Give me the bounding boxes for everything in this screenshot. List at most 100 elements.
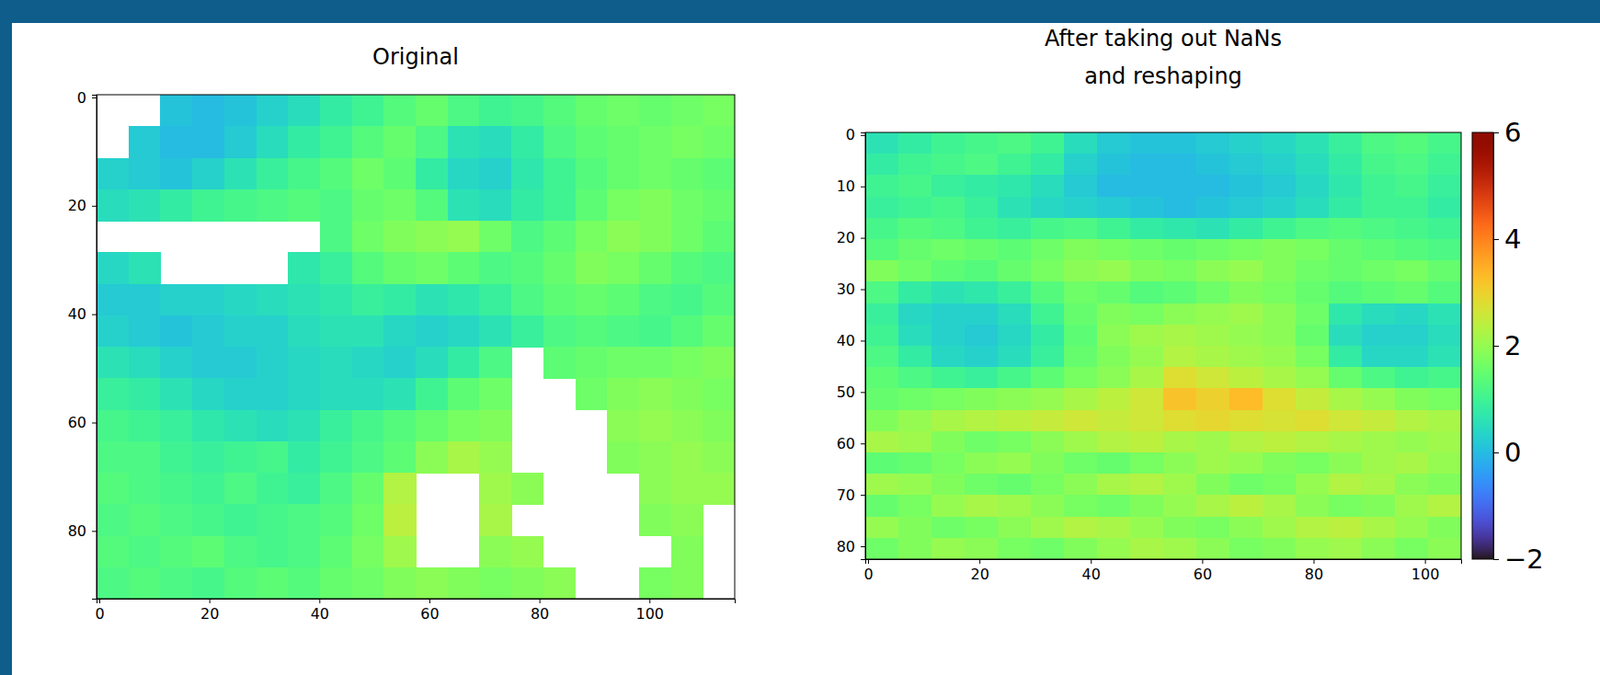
tick-mark — [91, 530, 97, 532]
cell — [1262, 324, 1297, 347]
cell — [931, 345, 966, 368]
cell — [160, 441, 193, 474]
cell — [1328, 217, 1363, 240]
cell — [1163, 303, 1198, 326]
cell — [702, 94, 735, 127]
cell — [1229, 239, 1264, 262]
cell — [128, 315, 161, 348]
cell — [1163, 366, 1198, 389]
cell — [898, 217, 933, 240]
cell — [997, 452, 1032, 475]
cell — [1428, 239, 1462, 262]
tick-label: 40 — [836, 331, 856, 350]
cell — [320, 284, 353, 317]
colorbar-axis: −20246 — [1493, 116, 1544, 575]
cell — [1361, 516, 1396, 539]
cell — [543, 567, 576, 599]
cell — [1030, 345, 1065, 368]
cell — [606, 125, 640, 159]
tick-label: 30 — [836, 280, 856, 298]
cell — [320, 441, 353, 474]
tick-mark — [91, 205, 97, 207]
cell — [1097, 239, 1132, 262]
cell — [639, 251, 672, 285]
cell — [1394, 366, 1429, 389]
cell — [192, 158, 225, 191]
cell — [256, 284, 289, 317]
cell — [224, 441, 257, 474]
cell — [671, 441, 704, 474]
cell — [931, 217, 966, 240]
cell — [1295, 473, 1330, 496]
cell — [383, 472, 416, 505]
cell — [160, 125, 193, 159]
plot-frame — [96, 94, 735, 599]
cell — [224, 567, 257, 599]
cell — [224, 284, 257, 317]
cell — [865, 410, 900, 433]
cell — [671, 158, 704, 191]
cell — [1328, 132, 1363, 155]
cell — [1097, 153, 1132, 176]
cell — [287, 251, 320, 285]
cell — [287, 94, 320, 127]
cell — [352, 125, 385, 159]
cell — [671, 346, 704, 379]
cell — [931, 410, 966, 433]
cell — [702, 315, 735, 348]
cell — [1130, 260, 1165, 283]
tick-label: 80 — [1304, 565, 1324, 583]
cell — [865, 345, 900, 368]
cell — [1163, 281, 1198, 304]
cell — [964, 324, 999, 347]
tick-mark — [1090, 559, 1092, 564]
cell — [1394, 345, 1429, 368]
cell — [1063, 281, 1098, 304]
cell — [606, 377, 640, 411]
cell — [96, 158, 129, 191]
cell — [1163, 537, 1198, 560]
cell — [543, 284, 576, 317]
cell — [1428, 516, 1462, 539]
cell — [1196, 494, 1231, 517]
cell — [224, 94, 257, 127]
cell — [320, 346, 353, 379]
cell — [1130, 516, 1165, 539]
cell — [1361, 388, 1396, 411]
cell — [1361, 174, 1396, 197]
tick: 0 — [77, 89, 97, 107]
cell — [1030, 388, 1065, 411]
cell — [1229, 452, 1264, 475]
cell — [1328, 516, 1363, 539]
cell — [865, 153, 900, 176]
cell — [511, 315, 544, 348]
cell — [997, 260, 1032, 283]
cell — [1130, 303, 1165, 326]
tick-label: 50 — [836, 383, 856, 401]
cell — [1130, 410, 1165, 433]
cell — [1097, 494, 1132, 517]
cell — [1130, 494, 1165, 517]
cell — [543, 189, 576, 222]
cell — [1196, 281, 1231, 304]
cell — [1196, 324, 1231, 347]
cell — [1196, 260, 1231, 283]
cell — [1262, 431, 1297, 454]
cell — [192, 441, 225, 474]
cell — [447, 346, 480, 379]
cell — [997, 388, 1032, 411]
cell — [543, 315, 576, 348]
cell — [1163, 260, 1198, 283]
cell — [415, 251, 448, 285]
cell — [160, 472, 193, 505]
cell — [1030, 281, 1065, 304]
cell — [1295, 174, 1330, 197]
cell — [224, 189, 257, 222]
cell — [511, 284, 544, 317]
cell — [447, 377, 480, 411]
cell — [1097, 303, 1132, 326]
cell — [1394, 196, 1429, 219]
cell — [1295, 431, 1330, 454]
cell — [1097, 260, 1132, 283]
cell — [1295, 132, 1330, 155]
